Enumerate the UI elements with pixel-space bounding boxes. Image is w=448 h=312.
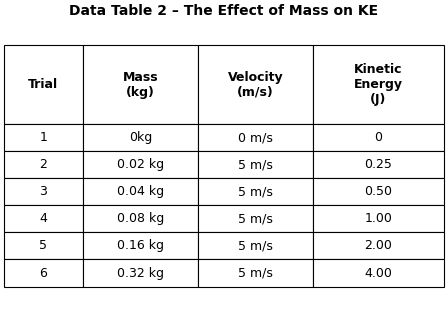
Title: Data Table 2 – The Effect of Mass on KE: Data Table 2 – The Effect of Mass on KE (69, 4, 379, 18)
